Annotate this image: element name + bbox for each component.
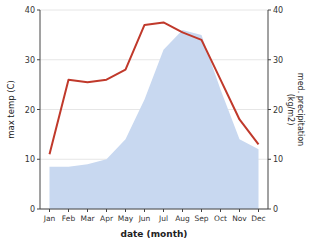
x-tick-label: Feb — [62, 214, 76, 223]
y-axis-label: max temp (C) — [6, 80, 16, 139]
x-tick-label: Apr — [100, 214, 114, 223]
grid-line — [40, 209, 268, 210]
x-tick — [182, 209, 183, 212]
y2-tick-label: 40 — [273, 6, 283, 15]
x-tick-label: Oct — [214, 214, 227, 223]
chart-svg: 0 10 20 30 40 0 10 20 30 40 Jan Feb Mar Apr May Jun Jul A… — [0, 0, 318, 247]
axes: 0 10 20 30 40 0 10 20 30 40 Jan Feb Mar Apr May Jun Jul A… — [25, 6, 283, 223]
x-tick-label: Jun — [138, 214, 151, 223]
y-tick-label: 10 — [25, 155, 35, 164]
y-tick — [37, 10, 40, 11]
x-tick — [258, 209, 259, 212]
line — [50, 22, 259, 154]
x-tick — [125, 209, 126, 212]
y2-tick — [268, 109, 271, 110]
x-tick-label: Sep — [194, 214, 208, 223]
y-tick — [37, 109, 40, 110]
grid — [40, 10, 268, 209]
data-layer — [50, 22, 259, 209]
y-tick-label: 30 — [25, 56, 35, 65]
x-tick-label: Jan — [43, 214, 56, 223]
y2-axis-label-line: med. precipitation — [296, 73, 305, 146]
x-tick — [220, 209, 221, 212]
x-tick-label: Aug — [175, 214, 190, 223]
y2-tick — [268, 159, 271, 160]
y2-axis-label-line: (kg/m2) — [286, 94, 295, 126]
y2-tick-label: 20 — [273, 106, 283, 115]
y-tick-label: 0 — [30, 205, 35, 214]
x-tick-label: Dec — [251, 214, 266, 223]
x-tick — [49, 209, 50, 212]
x-axis-label: date (month) — [121, 229, 188, 239]
y2-axis-label: med. precipitation(kg/m2) — [286, 73, 305, 146]
area — [50, 30, 259, 209]
y2-tick-label: 0 — [273, 205, 278, 214]
y2-tick — [268, 59, 271, 60]
y2-tick-label: 30 — [273, 56, 283, 65]
y-tick-label: 20 — [25, 106, 35, 115]
x-tick-label: May — [118, 214, 134, 223]
x-axis-line — [40, 209, 268, 210]
x-tick-label: Nov — [232, 214, 247, 223]
y-tick-label: 40 — [25, 6, 35, 15]
x-tick — [163, 209, 164, 212]
x-tick — [239, 209, 240, 212]
x-tick — [87, 209, 88, 212]
x-tick — [106, 209, 107, 212]
grid-line — [40, 59, 268, 60]
x-tick-label: Mar — [80, 214, 95, 223]
grid-line — [40, 10, 268, 11]
x-tick — [201, 209, 202, 212]
y-tick — [37, 209, 40, 210]
y2-tick-label: 10 — [273, 155, 283, 164]
x-tick — [144, 209, 145, 212]
y2-tick — [268, 209, 271, 210]
y-tick — [37, 159, 40, 160]
y-tick — [37, 59, 40, 60]
y2-tick — [268, 10, 271, 11]
x-tick — [68, 209, 69, 212]
chart-container: 0 10 20 30 40 0 10 20 30 40 Jan Feb Mar Apr May Jun Jul A… — [0, 0, 318, 247]
x-tick-label: Jul — [158, 214, 168, 223]
